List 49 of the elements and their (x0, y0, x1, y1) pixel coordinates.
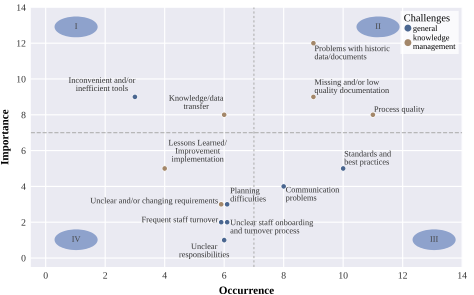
legend-title: Challenges (404, 14, 450, 24)
y-tick-label: 6 (22, 148, 26, 154)
y-axis-title: Importance (1, 110, 11, 165)
annotation: Unclear staff onboarding and turnover process (230, 219, 314, 236)
x-axis-title: Occurrence (219, 286, 274, 294)
annotation: Process quality (374, 106, 425, 114)
annotation: Unclear responsibilities (179, 243, 230, 259)
point (224, 201, 230, 208)
point (132, 94, 138, 100)
y-tick-label: 0 (21, 254, 26, 262)
annotation: Standards and best practices (344, 150, 392, 166)
annotation: Knowledge/data transfer (169, 94, 224, 109)
annotation: Unclear and/or changing requirements (90, 198, 218, 206)
annotation: Frequent staff turnover (142, 216, 218, 224)
point (221, 237, 228, 243)
annotation: Lessons Learned/ Improvement implementation (168, 140, 227, 164)
y-tick-label: 2 (22, 219, 26, 226)
x-tick-label: 8 (282, 272, 286, 279)
point (162, 166, 168, 172)
annotation: Problems with historic data/documents (314, 45, 390, 60)
point (221, 112, 228, 118)
y-tick-label: 4 (21, 183, 26, 190)
point (340, 166, 346, 172)
annotation: IV (72, 236, 80, 242)
x-tick-label: 6 (222, 272, 226, 279)
y-tick-label: 8 (21, 112, 26, 118)
point (224, 219, 230, 226)
x-tick-label: 0 (44, 272, 48, 279)
y-tick-label: 10 (17, 76, 26, 82)
point (280, 184, 287, 190)
annotation: Inconvenient and/or inefficient tools (68, 77, 136, 92)
annotation: II (376, 23, 381, 29)
point (370, 112, 376, 118)
x-tick-label: 2 (103, 272, 108, 279)
annotation: III (430, 236, 438, 242)
annotation: I (75, 23, 78, 29)
legend-label: knowledge management (413, 34, 456, 51)
x-tick-label: 10 (339, 272, 348, 279)
y-tick-label: 12 (17, 40, 26, 47)
point (310, 40, 316, 46)
x-tick-label: 12 (398, 272, 407, 279)
annotation: Missing and/or low quality documentation (314, 79, 390, 95)
x-tick-label: 4 (162, 272, 167, 279)
y-tick-label: 14 (17, 4, 26, 11)
x-tick-label: 14 (458, 272, 467, 279)
point (310, 94, 316, 100)
legend-label: general (413, 25, 438, 33)
annotation: Planning difficulties (230, 187, 266, 202)
annotation: Communication problems (286, 186, 340, 202)
